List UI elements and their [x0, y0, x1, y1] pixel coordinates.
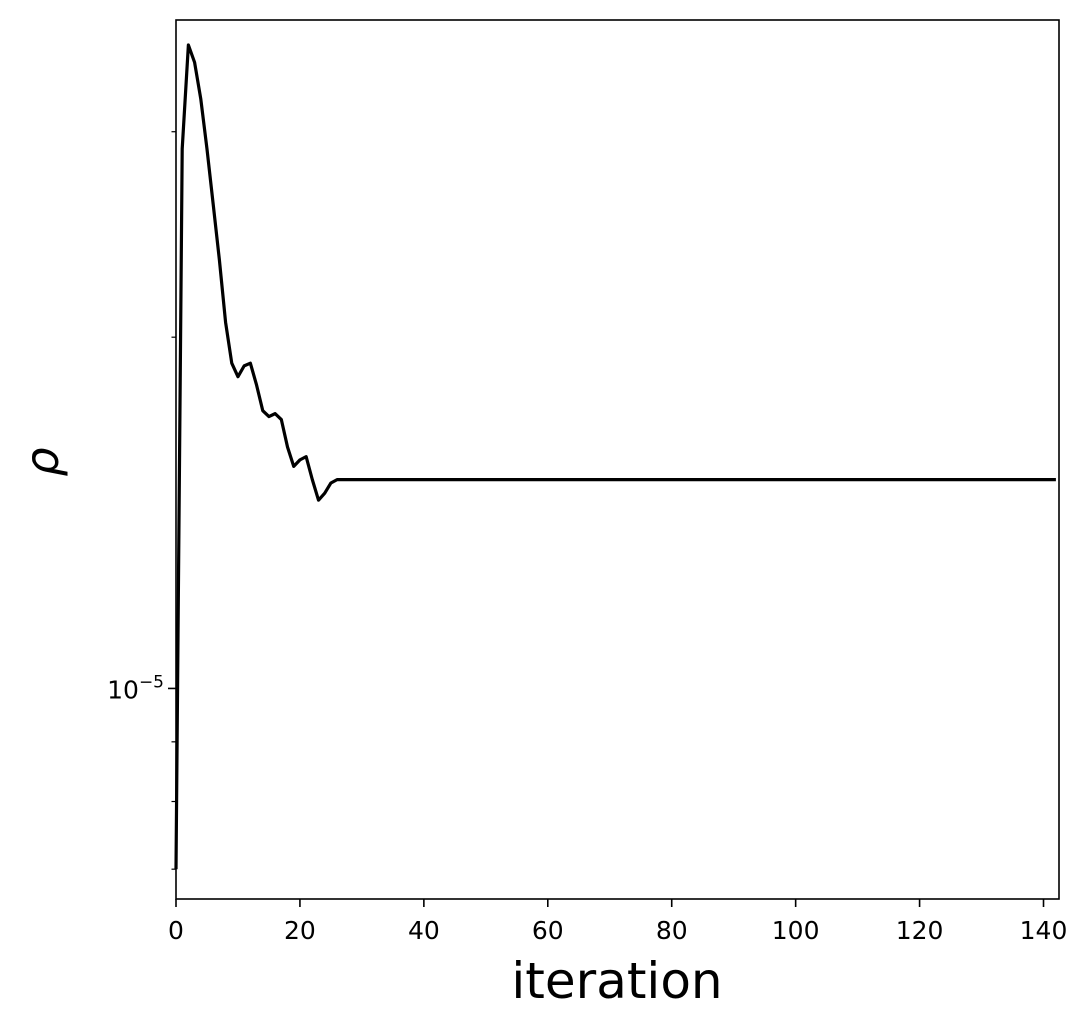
y-axis-label: ρ	[15, 447, 69, 476]
x-tick-label: 60	[532, 916, 564, 945]
x-tick-label: 40	[408, 916, 440, 945]
x-tick-label: 0	[168, 916, 184, 945]
y-tick-label-exponent: −5	[139, 672, 164, 692]
series-layer	[174, 43, 1056, 870]
labels-layer: iteration ρ	[15, 447, 723, 1010]
x-tick-label: 80	[656, 916, 688, 945]
ticks-layer: 0 20 40 60 80 100 120 140 10−5	[107, 131, 1068, 945]
x-tick-label: 100	[772, 916, 820, 945]
x-tick-label: 20	[284, 916, 316, 945]
x-axis-label: iteration	[511, 952, 722, 1010]
x-tick-label: 140	[1020, 916, 1068, 945]
series-line	[174, 43, 1056, 870]
plot-frame	[175, 19, 1060, 900]
y-tick-label: 10−5	[107, 672, 164, 704]
y-tick-label-base: 10	[107, 675, 139, 704]
x-tick-label: 120	[896, 916, 944, 945]
